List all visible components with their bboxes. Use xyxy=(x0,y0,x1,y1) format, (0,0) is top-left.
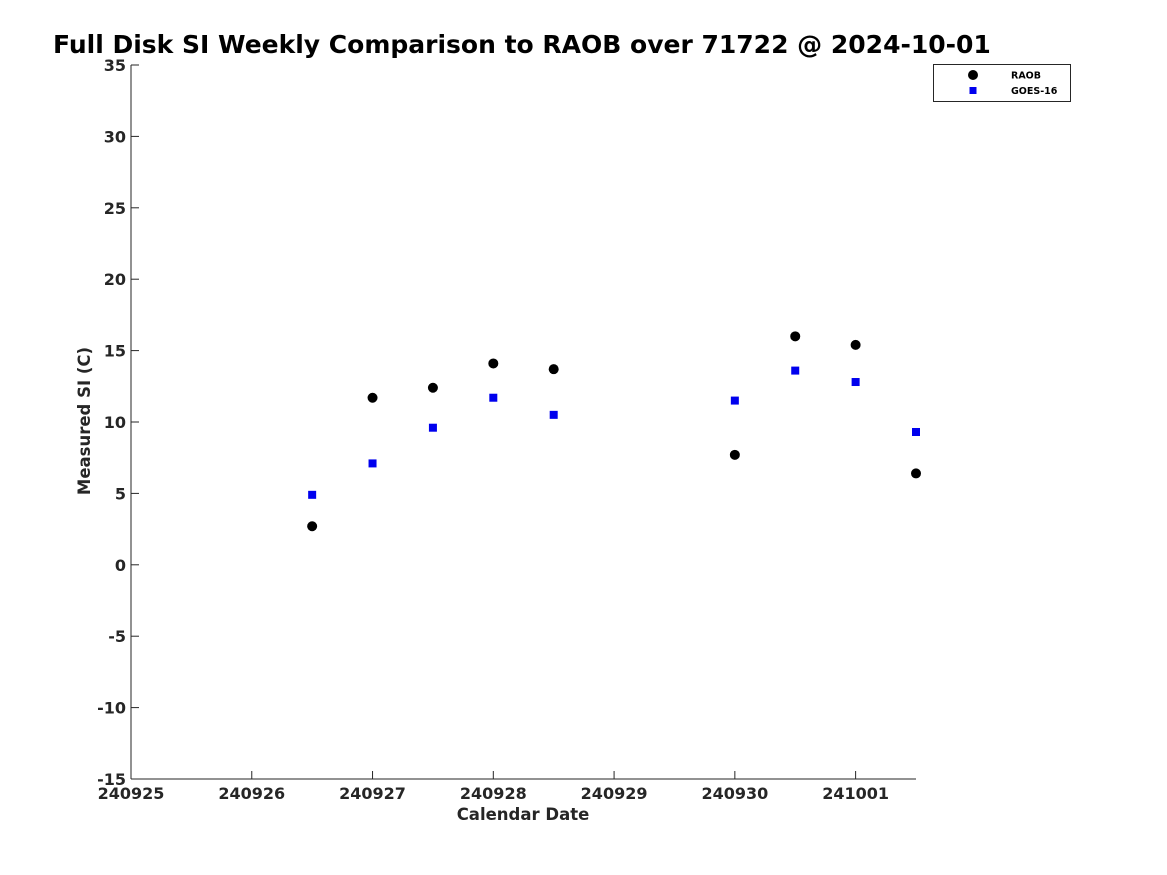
goes-16-point xyxy=(368,459,377,468)
goes-16-point xyxy=(912,427,920,436)
chart-title: Full Disk SI Weekly Comparison to RAOB o… xyxy=(53,30,991,59)
legend-entry: RAOB xyxy=(1011,71,1041,82)
goes-16-point xyxy=(851,378,860,387)
legend-marker-raob xyxy=(968,70,978,80)
goes-16-point xyxy=(730,396,739,405)
raob-point xyxy=(729,449,740,460)
legend-entry: GOES-16 xyxy=(1011,86,1058,97)
raob-point xyxy=(548,364,559,375)
data-marks xyxy=(307,331,921,532)
y-tick-label: 25 xyxy=(104,199,126,218)
y-tick-label: 0 xyxy=(115,556,126,575)
y-tick-label: -10 xyxy=(97,699,126,718)
x-tick-label: 240929 xyxy=(581,784,648,803)
x-tick-label: 241001 xyxy=(822,784,889,803)
goes-16-point xyxy=(489,393,498,402)
raob-point xyxy=(367,392,378,403)
raob-point xyxy=(850,339,861,350)
legend-box xyxy=(933,64,1071,102)
goes-16-point xyxy=(428,423,437,432)
goes-16-point xyxy=(308,490,317,499)
y-tick-label: 5 xyxy=(115,484,126,503)
y-tick-label: 30 xyxy=(104,127,126,146)
x-tick-label: 240926 xyxy=(218,784,285,803)
raob-point xyxy=(488,358,499,369)
x-tick-label: 240927 xyxy=(339,784,406,803)
legend: RAOB GOES-16 xyxy=(933,64,1071,102)
axes: -15 -10 -5 0 5 10 15 20 25 30 35 240925 240926 240927… xyxy=(97,56,916,803)
y-axis-label: Measured SI (C) xyxy=(75,347,94,495)
y-tick-label: 20 xyxy=(104,270,126,289)
raob-point xyxy=(307,521,318,532)
x-tick-label: 240928 xyxy=(460,784,527,803)
raob-point xyxy=(427,382,438,393)
raob-point xyxy=(911,468,921,479)
raob-point xyxy=(790,331,801,342)
goes-16-point xyxy=(791,366,800,375)
y-tick-label: -5 xyxy=(108,627,126,646)
y-tick-label: -15 xyxy=(97,770,126,789)
x-tick-label: 240930 xyxy=(701,784,768,803)
y-tick-label: 10 xyxy=(104,413,126,432)
y-tick-label: 15 xyxy=(104,342,126,361)
x-tick-label: 240925 xyxy=(98,784,165,803)
x-axis-label: Calendar Date xyxy=(457,805,590,824)
y-tick-label: 35 xyxy=(104,56,126,75)
legend-marker-goes-16 xyxy=(969,87,977,94)
goes-16-point xyxy=(549,410,558,419)
